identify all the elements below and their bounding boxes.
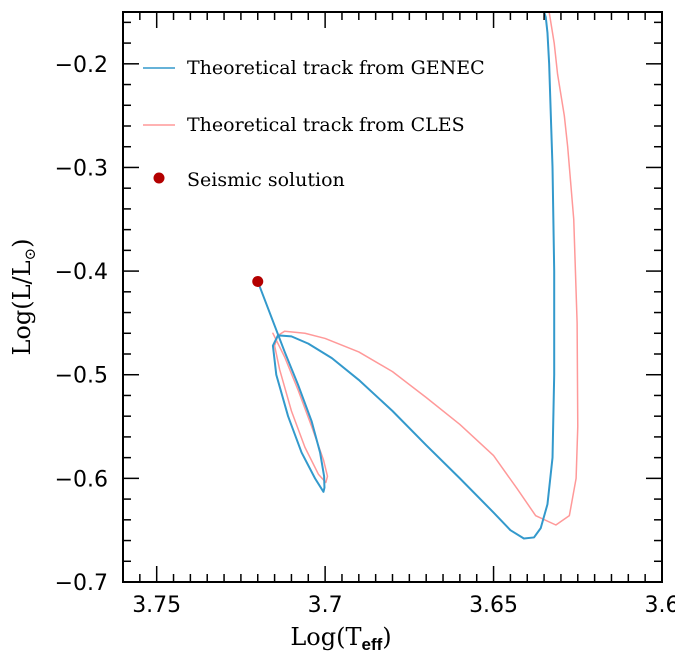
- plot-area: [252, 12, 579, 540]
- tick-labels: 3.75 3.7 3.65 3.6 −0.2 −0.3 −0.4 −0.5 −0.6 −0.7: [55, 53, 675, 618]
- y-tick-label: −0.5: [55, 364, 108, 389]
- seismic-solution-point: [252, 275, 264, 287]
- x-axis-title: Log(Teff): [290, 623, 391, 653]
- y-axis-title: Log(L/L⊙): [8, 238, 39, 355]
- x-tick-label: 3.65: [469, 593, 518, 618]
- y-tick-label: −0.2: [55, 53, 108, 78]
- legend-marker-seismic: [153, 172, 165, 184]
- legend: Theoretical track from GENEC Theoretical…: [143, 57, 485, 191]
- y-tick-label: −0.4: [55, 260, 108, 285]
- x-tick-label: 3.7: [308, 593, 343, 618]
- x-tick-label: 3.6: [645, 593, 675, 618]
- legend-label-cles: Theoretical track from CLES: [187, 114, 465, 136]
- series-line-genec: [256, 12, 556, 540]
- y-tick-label: −0.6: [55, 467, 108, 492]
- legend-label-seismic: Seismic solution: [187, 169, 345, 191]
- y-tick-label: −0.3: [55, 156, 108, 181]
- axis-ticks: [122, 12, 663, 583]
- x-tick-label: 3.75: [132, 593, 181, 618]
- legend-label-genec: Theoretical track from GENEC: [187, 57, 485, 79]
- series-line-cles: [272, 12, 579, 526]
- y-tick-label: −0.7: [55, 571, 108, 596]
